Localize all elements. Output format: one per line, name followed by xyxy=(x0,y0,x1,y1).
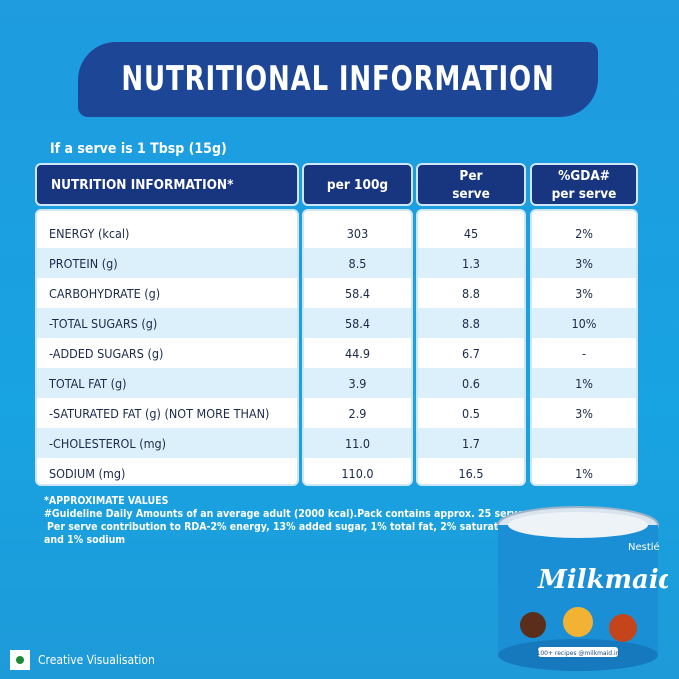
creative-label: Creative Visualisation xyxy=(38,653,155,667)
footnote: Per serve contribution to RDA-2% energy,… xyxy=(47,521,530,533)
column-per100g: 303 8.5 58.4 58.4 44.9 3.9 2.9 11.0 110.0 xyxy=(302,209,413,486)
creative-visualisation-note: Creative Visualisation xyxy=(10,650,155,670)
table-cell-per100: 8.5 xyxy=(304,248,411,278)
table-cell-serve: 8.8 xyxy=(418,308,524,338)
table-cell-per100: 58.4 xyxy=(344,285,371,301)
veg-mark-icon xyxy=(10,650,30,670)
table-cell-serve: 45 xyxy=(463,225,479,241)
table-cell-gda: 1% xyxy=(575,465,593,481)
table-cell-serve: 1.7 xyxy=(418,428,524,458)
table-cell-name: -SATURATED FAT (g) (NOT MORE THAN) xyxy=(49,405,270,421)
header-nutrition: NUTRITION INFORMATION* xyxy=(35,163,299,206)
column-nutrient: ENERGY (kcal) PROTEIN (g) CARBOHYDRATE (g)… xyxy=(35,209,299,486)
table-cell-name: SODIUM (mg) xyxy=(49,465,126,481)
table-cell-serve: 6.7 xyxy=(462,345,480,361)
table-cell-per100: 110.0 xyxy=(341,465,374,481)
footnotes: *APPROXIMATE VALUES #Guideline Daily Amo… xyxy=(44,495,533,547)
table-cell-per100: 2.9 xyxy=(348,405,367,421)
milkmaid-can-image: Nestlé Milkmaid 100+ recipes @milkmaid.i… xyxy=(488,500,677,679)
table-cell-serve: 1.3 xyxy=(418,248,524,278)
table-cell-serve: 0.5 xyxy=(462,405,480,421)
table-cell-per100: 58.4 xyxy=(304,308,411,338)
header-per-serve: Per serve xyxy=(416,163,526,206)
table-cell-name: -ADDED SUGARS (g) xyxy=(49,345,164,361)
table-cell-name: PROTEIN (g) xyxy=(37,248,297,278)
table-cell-gda: - xyxy=(581,345,587,361)
table-cell-serve: 16.5 xyxy=(458,465,484,481)
table-cell-per100: 44.9 xyxy=(344,345,371,361)
column-per-serve: 45 1.3 8.8 8.8 6.7 0.6 0.5 1.7 16.5 xyxy=(416,209,526,486)
table-cell-gda: 3% xyxy=(575,285,593,301)
product-tagline: 100+ recipes @milkmaid.in xyxy=(537,650,620,657)
footnote: and 1% sodium xyxy=(44,534,126,546)
table-cell-per100: 303 xyxy=(346,225,369,241)
table-cell-name: ENERGY (kcal) xyxy=(49,225,130,241)
column-gda: 2% 3% 3% 10% - 1% 3% 1% xyxy=(530,209,638,486)
table-cell-gda: 3% xyxy=(575,405,593,421)
footnote: #Guideline Daily Amounts of an average a… xyxy=(44,508,533,520)
table-cell-name: CARBOHYDRATE (g) xyxy=(49,285,161,301)
table-cell-gda: 1% xyxy=(532,368,636,398)
page-title: NUTRITIONAL INFORMATION xyxy=(121,59,555,99)
table-cell-serve: 0.6 xyxy=(418,368,524,398)
product-logo: Milkmaid xyxy=(537,565,668,595)
table-cell-gda: 3% xyxy=(532,248,636,278)
table-cell-per100: 3.9 xyxy=(304,368,411,398)
brand-logo: Nestlé xyxy=(628,541,660,553)
header-per100g: per 100g xyxy=(302,163,413,206)
table-cell-name: -TOTAL SUGARS (g) xyxy=(37,308,297,338)
table-cell-gda: 10% xyxy=(532,308,636,338)
table-cell-gda xyxy=(532,428,636,458)
serve-note: If a serve is 1 Tbsp (15g) xyxy=(50,141,227,157)
footnote: *APPROXIMATE VALUES xyxy=(44,495,169,507)
header-gda: %GDA# per serve xyxy=(530,163,638,206)
table-cell-name: TOTAL FAT (g) xyxy=(37,368,297,398)
title-banner: NUTRITIONAL INFORMATION xyxy=(78,42,598,117)
table-cell-name: -CHOLESTEROL (mg) xyxy=(37,428,297,458)
table-cell-gda: 2% xyxy=(575,225,593,241)
table-cell-serve: 8.8 xyxy=(462,285,480,301)
table-cell-per100: 11.0 xyxy=(304,428,411,458)
